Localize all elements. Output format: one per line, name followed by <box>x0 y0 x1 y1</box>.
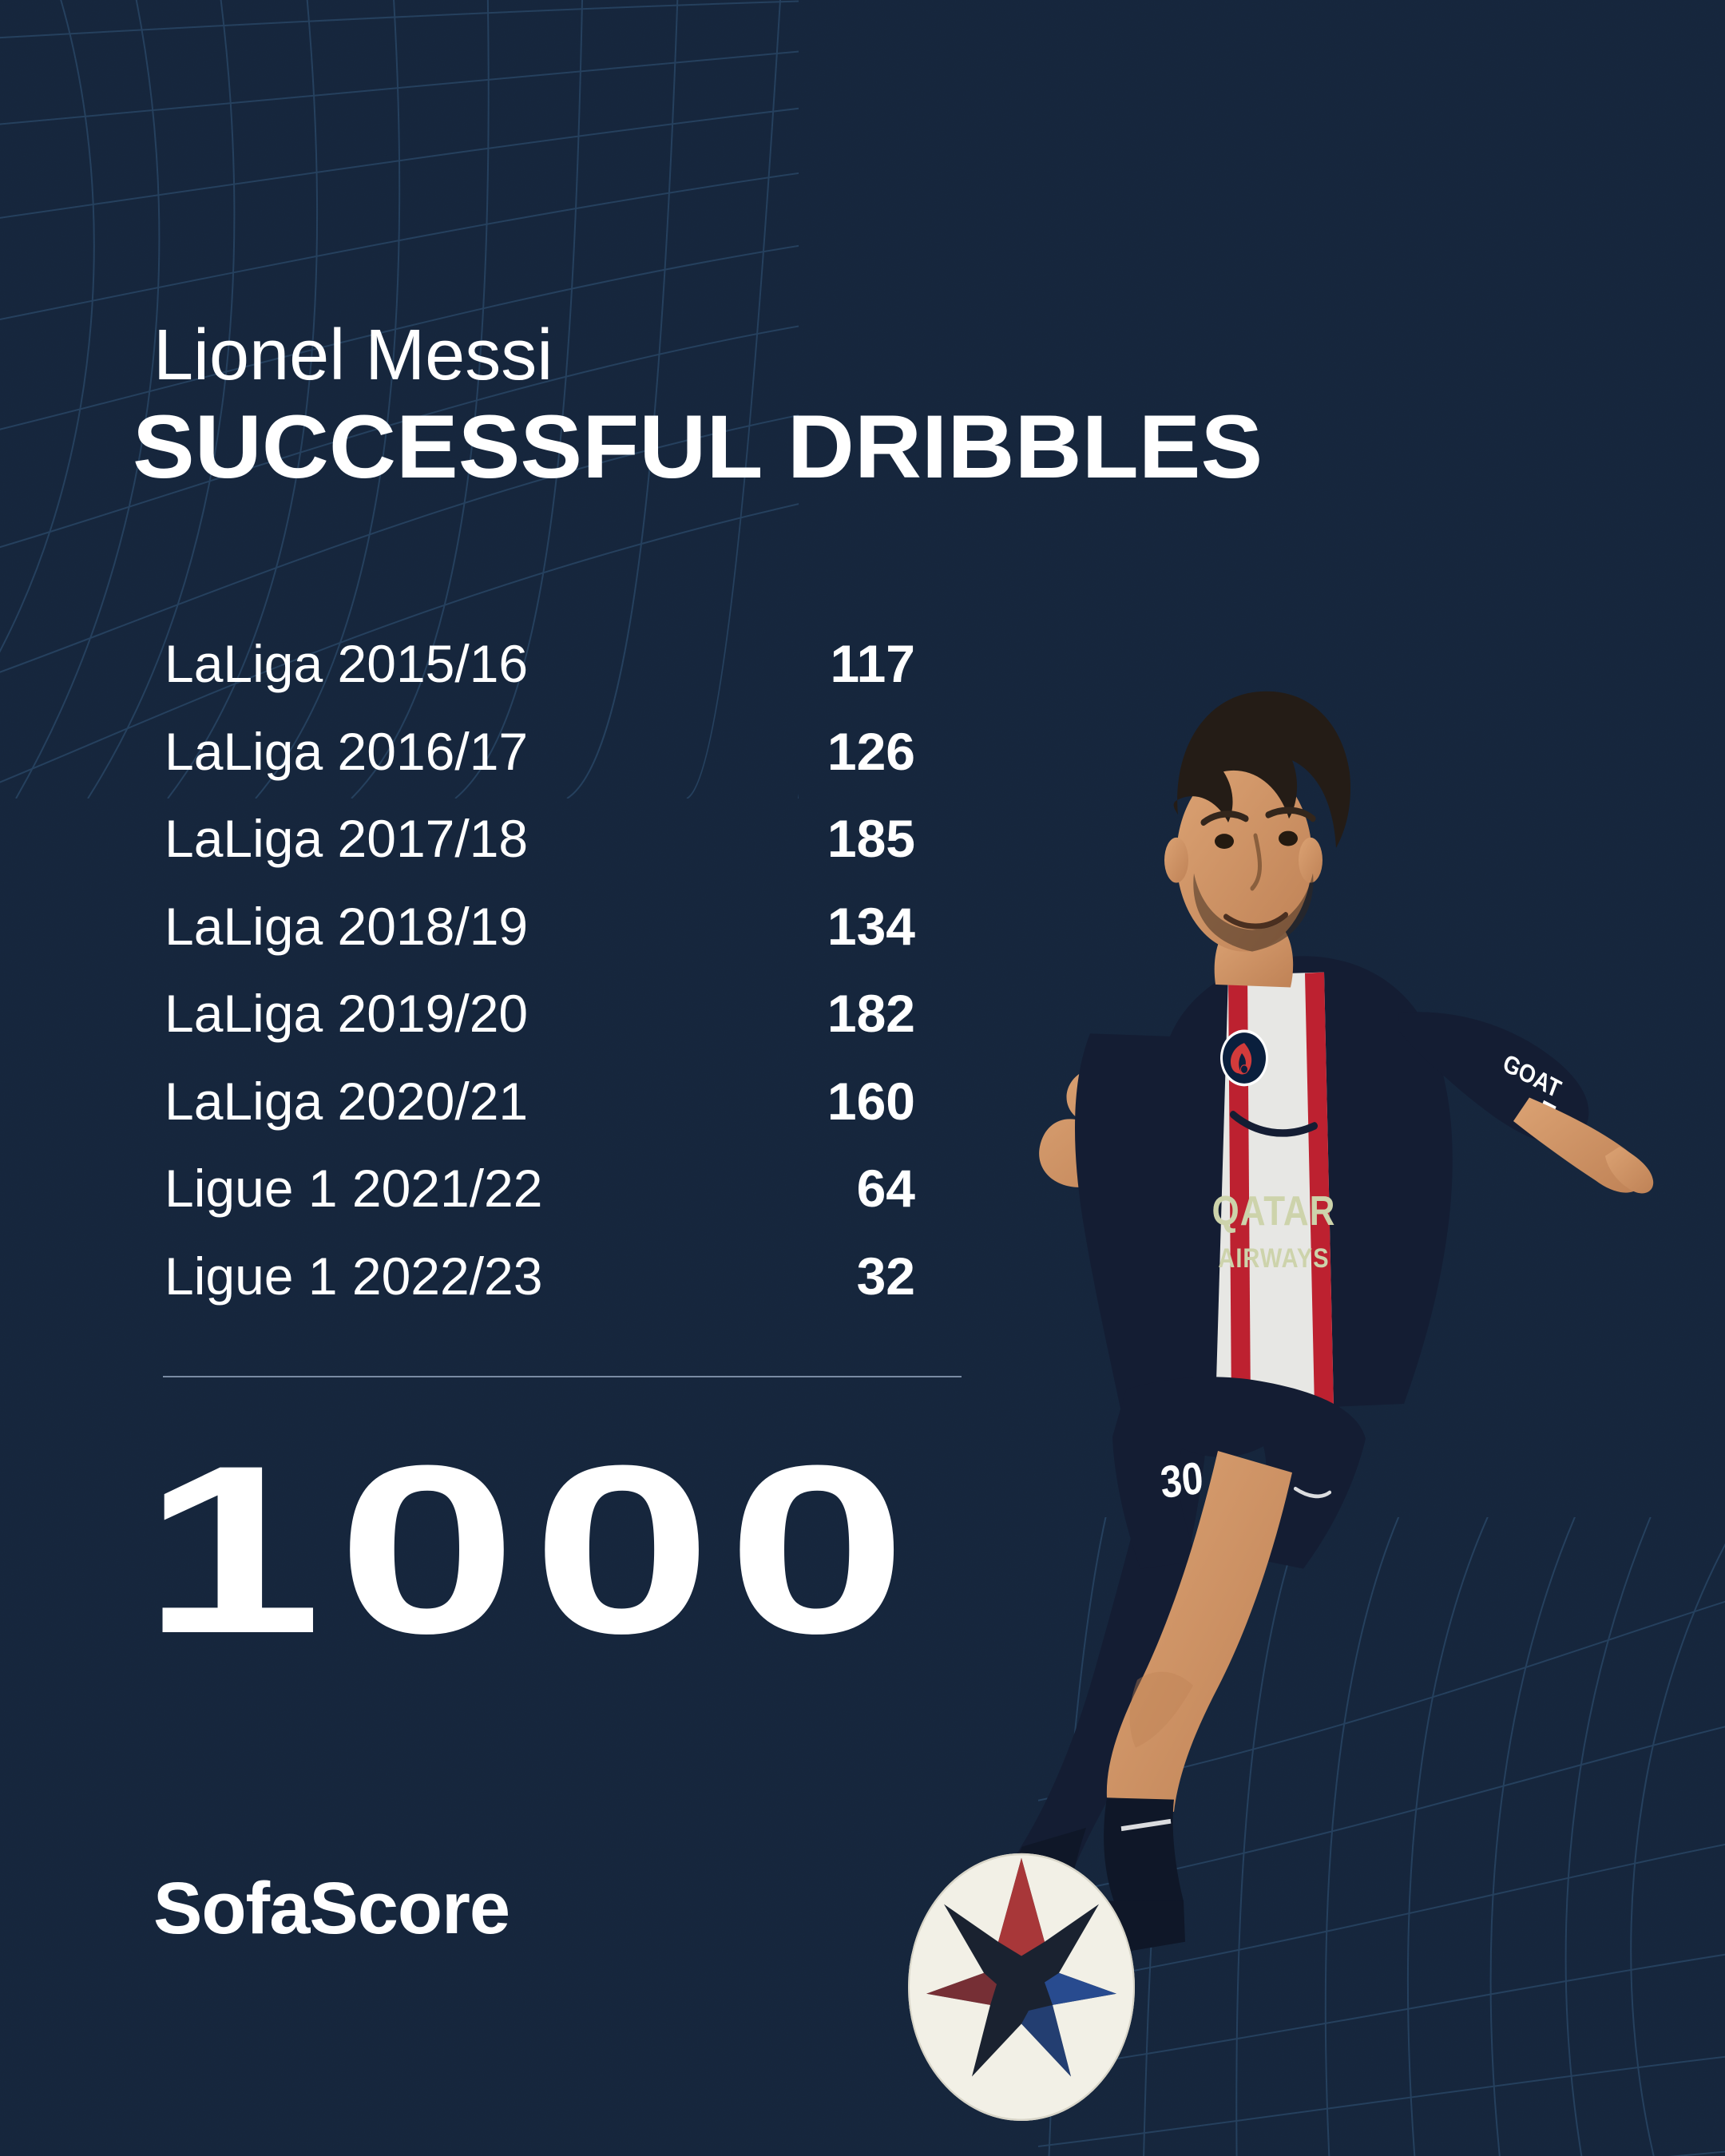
svg-text:30: 30 <box>1159 1453 1206 1508</box>
svg-text:QATAR: QATAR <box>1212 1187 1336 1234</box>
svg-text:AIRWAYS: AIRWAYS <box>1218 1242 1329 1274</box>
